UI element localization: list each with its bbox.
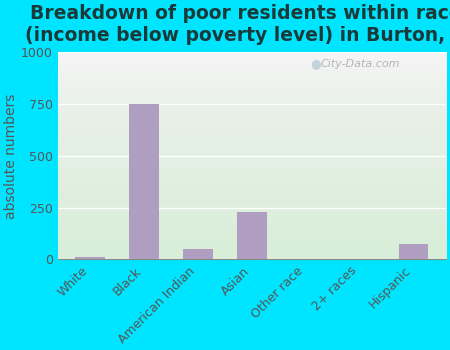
Title: Breakdown of poor residents within races
(income below poverty level) in Burton,: Breakdown of poor residents within races… (25, 4, 450, 45)
Bar (183, 249, 213, 259)
Text: ●: ● (310, 57, 321, 70)
Bar (237, 212, 266, 259)
Y-axis label: absolute numbers: absolute numbers (4, 93, 18, 218)
Text: City-Data.com: City-Data.com (321, 59, 400, 69)
Bar (399, 244, 428, 259)
Bar (75, 257, 105, 259)
Bar (129, 104, 159, 259)
